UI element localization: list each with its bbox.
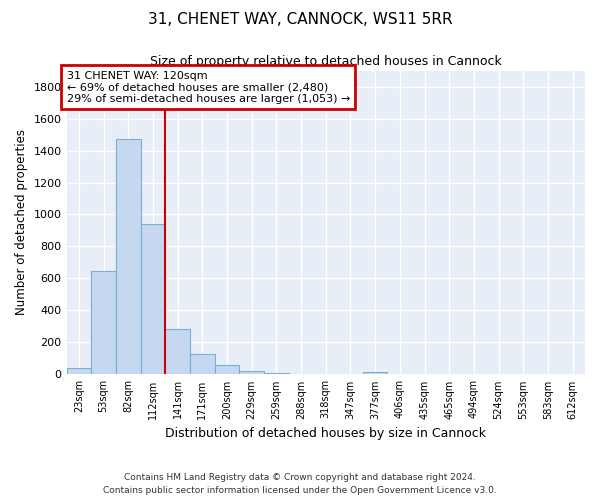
Text: 31, CHENET WAY, CANNOCK, WS11 5RR: 31, CHENET WAY, CANNOCK, WS11 5RR [148, 12, 452, 28]
X-axis label: Distribution of detached houses by size in Cannock: Distribution of detached houses by size … [165, 427, 486, 440]
Bar [140, 224, 165, 374]
Text: Contains HM Land Registry data © Crown copyright and database right 2024.
Contai: Contains HM Land Registry data © Crown c… [103, 474, 497, 495]
Bar [91, 271, 116, 374]
Bar [215, 366, 239, 374]
Bar [363, 372, 388, 374]
Text: 31 CHENET WAY: 120sqm
← 69% of detached houses are smaller (2,480)
29% of semi-d: 31 CHENET WAY: 120sqm ← 69% of detached … [67, 70, 350, 104]
Bar [165, 329, 190, 374]
Bar [190, 354, 215, 374]
Bar [264, 372, 289, 374]
Bar [239, 371, 264, 374]
Bar [67, 368, 91, 374]
Title: Size of property relative to detached houses in Cannock: Size of property relative to detached ho… [150, 55, 502, 68]
Y-axis label: Number of detached properties: Number of detached properties [15, 130, 28, 316]
Bar [116, 140, 140, 374]
